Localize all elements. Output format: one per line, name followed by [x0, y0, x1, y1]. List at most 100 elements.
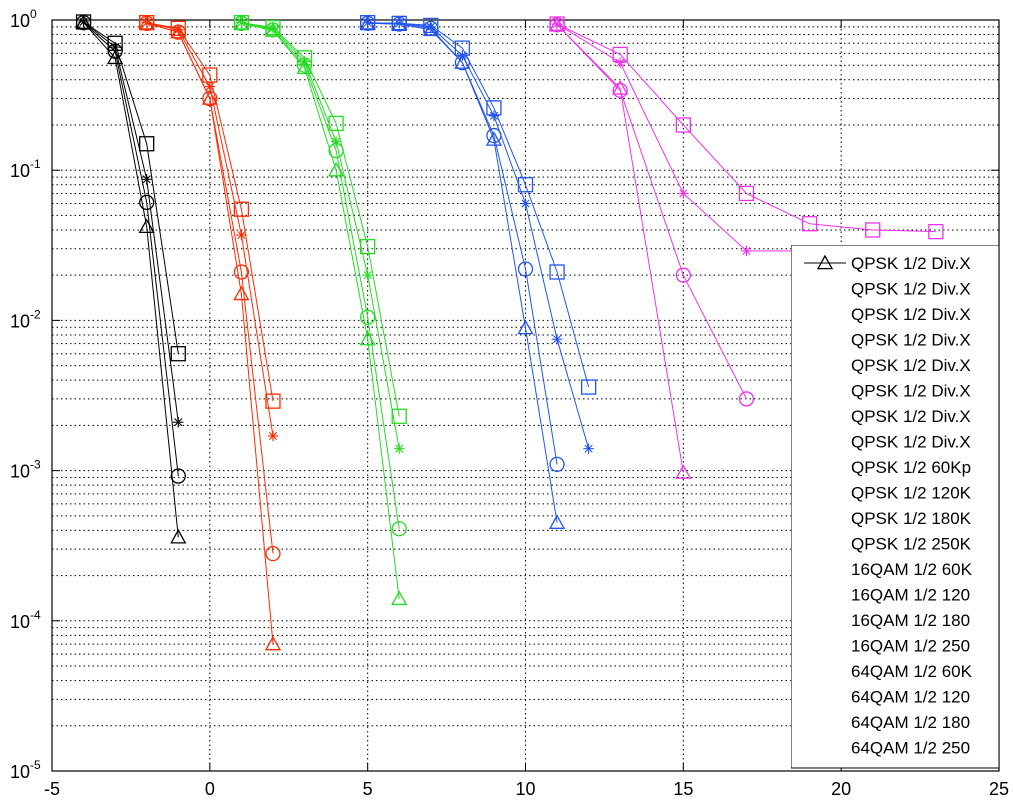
- star-marker: [173, 416, 184, 428]
- star-marker: [236, 17, 247, 28]
- x-tick-label: 20: [831, 779, 851, 799]
- legend-entry-label: 64QAM 1/2 60K: [851, 662, 973, 681]
- square-marker: [454, 40, 471, 56]
- square-marker: [328, 115, 344, 132]
- square-marker: [296, 50, 313, 66]
- series-line: [83, 22, 179, 538]
- legend-entry-label: QPSK 1/2 Div.X: [851, 382, 971, 401]
- star-marker: [425, 21, 437, 33]
- x-tick-label: 25: [989, 779, 1009, 799]
- series-line: [146, 22, 274, 402]
- y-tick-base: 10: [10, 311, 30, 331]
- square-marker: [486, 100, 502, 116]
- series-19: [551, 18, 815, 257]
- series-line: [83, 22, 179, 477]
- star-marker: [141, 174, 152, 185]
- circle-marker: [265, 545, 281, 562]
- y-tick-base: 10: [10, 762, 30, 782]
- star-marker: [393, 443, 405, 454]
- series-line: [556, 24, 747, 400]
- square-marker: [423, 17, 439, 34]
- series-3: [78, 16, 184, 428]
- legend-entry-label: QPSK 1/2 250K: [851, 535, 972, 554]
- circle-marker: [360, 309, 376, 325]
- triangle-marker: [485, 131, 503, 146]
- legend-entry-label: 16QAM 1/2 180: [851, 611, 970, 630]
- y-tick-exponent: -4: [30, 608, 41, 622]
- series-line: [146, 22, 274, 554]
- square-marker: [391, 15, 407, 31]
- series-line: [83, 21, 179, 354]
- y-tick-label: 10-2: [10, 307, 41, 331]
- series-line: [83, 21, 179, 423]
- series-11: [236, 17, 405, 454]
- triangle-marker: [264, 635, 282, 651]
- y-tick-label: 100: [10, 7, 37, 31]
- square-marker: [391, 408, 407, 424]
- circle-marker: [517, 261, 534, 277]
- plot-area: [75, 14, 944, 651]
- triangle-marker: [138, 218, 155, 234]
- series-line: [556, 23, 936, 233]
- series-20: [549, 16, 944, 240]
- square-marker: [360, 15, 376, 31]
- x-tick-label: 0: [205, 779, 215, 799]
- triangle-marker: [612, 80, 629, 95]
- circle-marker: [675, 267, 691, 283]
- legend-entry-label: QPSK 1/2 Div.X: [851, 254, 971, 273]
- y-tick-exponent: 0: [30, 7, 37, 21]
- y-tick-exponent: -3: [30, 458, 41, 472]
- legend-entry-label: 64QAM 1/2 180: [851, 713, 970, 732]
- square-marker: [928, 223, 944, 240]
- x-tick-label: -5: [44, 779, 60, 799]
- triangle-marker: [548, 514, 566, 529]
- grid: [52, 20, 999, 771]
- square-marker: [865, 222, 881, 238]
- square-marker: [612, 46, 628, 63]
- triangle-marker: [675, 464, 692, 479]
- square-marker: [801, 216, 818, 232]
- legend-entry-label: 16QAM 1/2 60K: [851, 560, 973, 579]
- square-marker: [360, 238, 376, 255]
- star-marker: [267, 23, 279, 34]
- series-line: [241, 22, 400, 417]
- y-tick-exponent: -1: [30, 157, 41, 171]
- x-tick-label: 5: [363, 779, 373, 799]
- series-layer: [75, 14, 944, 651]
- square-marker: [75, 14, 92, 30]
- square-marker: [202, 67, 218, 83]
- legend: QPSK 1/2 Div.X QPSK 1/2 Div.X QPSK 1/2 Div…: [791, 245, 999, 769]
- star-marker: [236, 229, 247, 241]
- square-marker: [233, 15, 250, 31]
- circle-marker: [738, 391, 755, 407]
- legend-entry-label: QPSK 1/2 Div.X: [851, 305, 971, 324]
- triangle-marker: [170, 528, 187, 544]
- square-marker: [139, 136, 155, 152]
- square-marker: [139, 15, 155, 31]
- y-tick-base: 10: [10, 161, 30, 181]
- star-marker: [551, 333, 563, 345]
- circle-marker: [549, 456, 565, 473]
- y-tick-label: 10-1: [10, 157, 41, 181]
- series-12: [233, 15, 407, 424]
- y-tick-label: 10-5: [10, 758, 41, 782]
- series-line: [241, 22, 400, 599]
- circle-marker: [391, 521, 407, 537]
- x-tick-label: 10: [515, 779, 535, 799]
- legend-entry-label: QPSK 1/2 Div.X: [851, 356, 971, 375]
- square-marker: [107, 35, 123, 51]
- square-marker: [517, 177, 534, 193]
- square-marker: [580, 379, 597, 395]
- triangle-marker: [517, 319, 534, 335]
- triangle-marker: [233, 285, 250, 301]
- circle-marker: [170, 468, 186, 484]
- star-marker: [583, 443, 594, 454]
- square-marker: [233, 201, 250, 217]
- y-tick-label: 10-4: [10, 608, 41, 632]
- legend-entry-label: QPSK 1/2 180K: [851, 509, 972, 528]
- circle-marker: [612, 82, 628, 99]
- series-4: [75, 14, 186, 362]
- legend-entry-label: QPSK 1/2 Div.X: [851, 433, 971, 452]
- square-marker: [738, 185, 755, 202]
